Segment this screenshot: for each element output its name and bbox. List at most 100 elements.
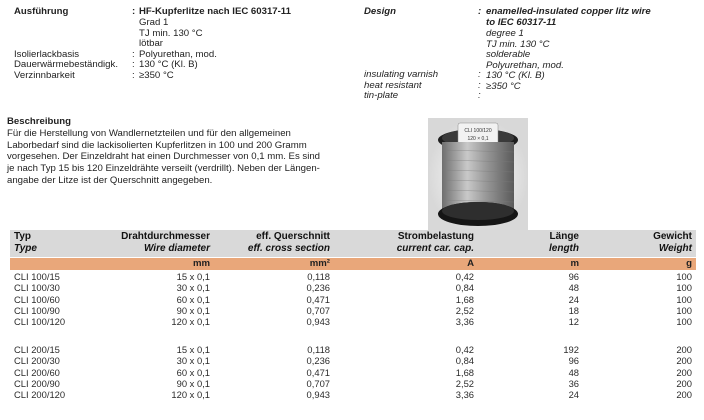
spec-en-value: Polyurethan, mod.: [486, 59, 564, 71]
spec-en-value: degree 1: [486, 28, 524, 39]
table-row: CLI 200/120 120 x 0,1 0,943 3,36 24 200: [10, 389, 696, 400]
spec-en-value-standard: to IEC 60317-11: [486, 17, 557, 28]
spec-de-value: ≥350 °C: [139, 69, 174, 81]
cell-cross-section: 0,118: [307, 344, 330, 355]
col-header-wire-diameter-en: Wire diameter: [143, 243, 210, 254]
unit-ampere: A: [467, 258, 474, 269]
table-row: CLI 200/60 60 x 0,1 0,471 1,68 48 200: [10, 367, 696, 378]
cell-wire: 60 x 0,1: [176, 293, 210, 305]
cell-cross-section: 0,707: [306, 304, 330, 316]
spec-de-value: Polyurethan, mod.: [139, 48, 217, 60]
cell-weight: 100: [676, 293, 692, 305]
spec-en-colon: :: [478, 69, 481, 80]
cell-current: 1,68: [455, 293, 474, 305]
spec-de-value: Grad 1: [139, 17, 169, 28]
cell-current: 0,42: [455, 344, 474, 355]
spec-de-colon: :: [132, 6, 136, 17]
cell-length: 24: [568, 389, 579, 401]
description-line: vorgesehen. Der Einzeldraht hat einen Du…: [7, 151, 321, 163]
spec-de-value: 130 °C (Kl. B): [139, 59, 198, 70]
spec-en-value: solderable: [486, 49, 531, 60]
spec-de-values: Grad 1 TJ min. 130 °C lötbar Polyurethan…: [139, 17, 217, 81]
cell-type: CLI 200/15: [14, 344, 60, 355]
description-line: Laborbedarf sind die lackisolierten Kupf…: [7, 139, 307, 151]
table-row: CLI 100/30 30 x 0,1 0,236 0,84 48 100: [10, 282, 696, 293]
cell-length: 96: [568, 271, 579, 282]
col-header-length: Länge: [549, 231, 579, 242]
spec-en-label: tin-plate: [364, 90, 399, 101]
cell-cross-section: 0,471: [306, 366, 330, 378]
cell-wire: 120 x 0,1: [171, 316, 210, 328]
unit-mm2: mm²: [309, 258, 330, 269]
table-row: CLI 200/30 30 x 0,1 0,236 0,84 96 200: [10, 355, 696, 366]
cell-length: 12: [568, 316, 579, 328]
spec-de-value-title: HF-Kupferlitze nach IEC 60317-11: [139, 6, 291, 17]
spec-de-colon: :: [132, 69, 135, 81]
cell-length: 96: [568, 355, 579, 367]
spec-en-label-design: Design: [364, 6, 396, 17]
description-line: angabe der Litze ist der Querschnitt ang…: [7, 174, 213, 186]
col-header-weight: Gewicht: [653, 231, 692, 242]
spec-en-value: TJ min. 130 °C: [486, 38, 550, 50]
cell-weight: 200: [676, 355, 692, 367]
cell-type: CLI 200/90: [14, 377, 60, 389]
table-row: CLI 100/15 15 x 0,1 0,118 0,42 96 100: [10, 271, 696, 282]
cell-length: 48: [568, 282, 579, 294]
spec-en-colon: :: [478, 79, 481, 91]
spec-en-value-title: enamelled-insulated copper litz wire: [486, 6, 651, 17]
cell-wire: 120 x 0,1: [171, 389, 210, 401]
cell-current: 0,84: [455, 282, 474, 294]
unit-mm: mm: [192, 258, 210, 269]
cell-length: 24: [568, 293, 579, 305]
spec-de-label: Isolierlackbasis: [14, 48, 80, 60]
table-header: Typ Type Drahtdurchmesser Wire diameter …: [10, 230, 696, 257]
spool-image: CLI 100/120 120 × 0,1: [428, 118, 528, 234]
cell-type: CLI 100/60: [14, 293, 60, 305]
spec-de-label: Dauerwärmebeständigk.: [14, 59, 118, 70]
col-header-wire-diameter: Drahtdurchmesser: [121, 231, 210, 242]
spec-de-labels: Isolierlackbasis Dauerwärmebeständigk. V…: [14, 48, 118, 82]
cell-weight: 200: [676, 377, 692, 389]
cell-current: 0,42: [455, 271, 474, 282]
cell-weight: 200: [676, 389, 692, 401]
spec-en-colons: : : :: [478, 69, 481, 102]
spec-en-value: 130 °C (Kl. B): [486, 70, 545, 81]
cell-weight: 100: [676, 271, 692, 282]
cell-wire: 90 x 0,1: [176, 377, 210, 389]
spool-label-line1: CLI 100/120: [464, 128, 491, 134]
cell-cross-section: 0,118: [307, 271, 330, 282]
cell-wire: 90 x 0,1: [176, 304, 210, 316]
cell-current: 0,84: [455, 355, 474, 367]
spec-en-values: degree 1 TJ min. 130 °C solderable Polyu…: [486, 28, 564, 92]
cell-wire: 30 x 0,1: [176, 282, 210, 294]
cell-weight: 100: [676, 304, 692, 316]
cell-weight: 100: [676, 316, 692, 328]
cell-type: CLI 100/30: [14, 282, 60, 294]
col-header-current-en: current car. cap.: [396, 243, 474, 254]
cell-current: 2,52: [455, 377, 474, 389]
table-row: CLI 100/60 60 x 0,1 0,471 1,68 24 100: [10, 294, 696, 305]
cell-cross-section: 0,943: [306, 389, 330, 401]
cell-wire: 15 x 0,1: [176, 344, 210, 355]
cell-weight: 100: [676, 282, 692, 294]
description-line: Für die Herstellung von Wandlernetzteile…: [7, 128, 291, 139]
col-header-weight-en: Weight: [658, 243, 692, 254]
cell-type: CLI 100/120: [14, 316, 66, 328]
spec-en-value: ≥350 °C: [486, 80, 521, 92]
table-row: CLI 200/15 15 x 0,1 0,118 0,42 192 200: [10, 344, 696, 355]
col-header-type-en: Type: [14, 243, 37, 254]
cell-wire: 15 x 0,1: [176, 271, 210, 282]
cell-weight: 200: [676, 366, 692, 378]
cell-length: 18: [568, 304, 579, 316]
cell-length: 36: [568, 377, 579, 389]
description-line: je nach Typ 15 bis 120 Einzeldrähte vers…: [7, 163, 320, 175]
spec-de-value: lötbar: [139, 38, 163, 49]
cell-cross-section: 0,236: [306, 355, 330, 367]
col-header-cross-section-en: eff. cross section: [247, 243, 330, 254]
spec-de-label-execution: Ausführung: [14, 6, 69, 17]
spec-en-colon: :: [478, 6, 482, 17]
cell-type: CLI 200/120: [14, 389, 66, 401]
cell-wire: 30 x 0,1: [176, 355, 210, 367]
cell-weight: 200: [676, 344, 692, 355]
col-header-type: Typ: [14, 231, 32, 242]
